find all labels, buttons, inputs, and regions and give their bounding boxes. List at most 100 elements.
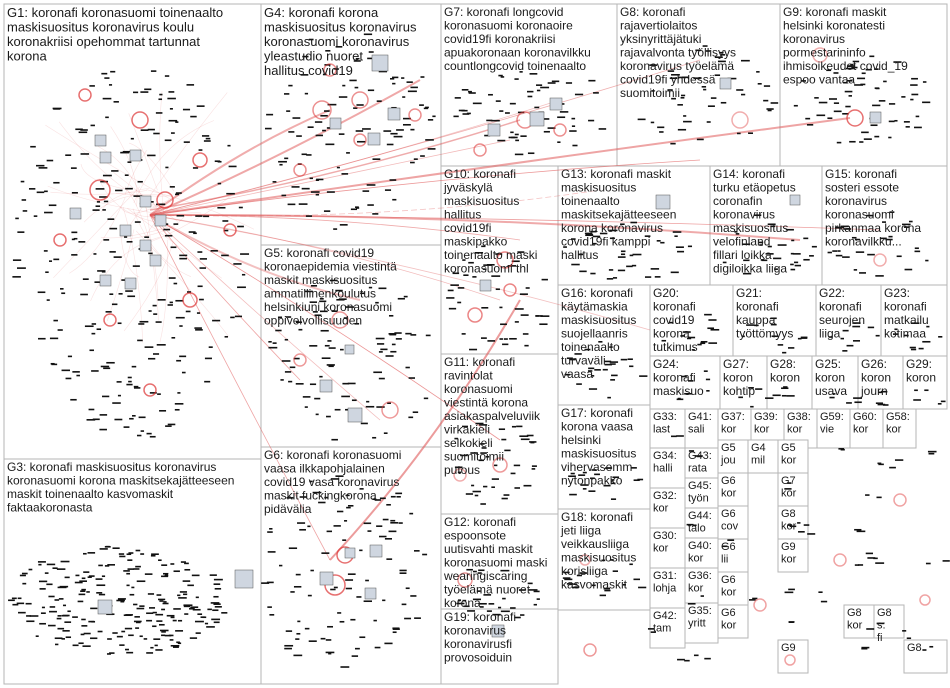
graph-node: [541, 278, 548, 281]
graph-node: [309, 345, 318, 347]
graph-node: [793, 104, 798, 107]
graph-node: [535, 315, 543, 317]
graph-node: [120, 600, 125, 603]
graph-node: [481, 245, 486, 248]
graph-node: [557, 116, 566, 119]
user-avatar: [869, 111, 882, 124]
graph-node: [328, 365, 334, 368]
graph-node: [81, 618, 86, 621]
graph-node: [622, 583, 626, 586]
graph-node: [328, 652, 332, 655]
graph-node: [661, 339, 667, 342]
graph-node: [857, 77, 866, 80]
graph-node: [478, 569, 485, 572]
cluster-label-g45: G45: työn: [688, 480, 712, 505]
graph-node: [401, 77, 405, 79]
graph-node: [129, 593, 135, 596]
graph-node: [915, 115, 920, 118]
graph-node: [847, 65, 856, 67]
graph-node: [809, 255, 814, 257]
graph-node: [450, 284, 459, 286]
cluster-g58: [882, 408, 917, 449]
graph-node: [224, 335, 228, 338]
graph-node: [656, 240, 661, 242]
graph-node: [104, 545, 111, 548]
graph-node: [275, 329, 282, 332]
graph-node: [875, 402, 883, 405]
graph-node: [99, 548, 108, 550]
graph-node: [620, 223, 625, 226]
graph-node: [355, 57, 360, 60]
graph-node: [77, 600, 84, 603]
graph-node: [681, 375, 687, 378]
graph-node: [755, 388, 763, 390]
graph-node: [65, 636, 72, 639]
cluster-label-g6d: G6 kor: [721, 574, 737, 599]
graph-node: [341, 173, 349, 175]
graph-edge: [149, 214, 381, 421]
graph-node: [198, 149, 203, 151]
graph-node: [519, 435, 529, 438]
graph-node: [366, 184, 376, 186]
graph-node: [175, 193, 180, 196]
graph-node: [149, 201, 154, 203]
graph-node: [403, 295, 408, 298]
graph-node: [140, 129, 149, 131]
graph-node: [681, 76, 689, 79]
graph-node: [325, 50, 331, 52]
graph-node: [173, 282, 178, 285]
graph-node: [36, 191, 45, 194]
graph-node: [605, 467, 613, 469]
graph-node: [199, 267, 207, 269]
graph-node: [833, 110, 842, 113]
graph-node: [124, 236, 128, 238]
graph-node: [786, 482, 792, 484]
graph-node: [18, 611, 26, 614]
graph-node: [471, 484, 475, 487]
graph-node: [120, 151, 130, 154]
graph-node: [152, 611, 157, 614]
graph-node: [703, 370, 708, 372]
graph-node: [74, 581, 83, 584]
graph-node: [305, 215, 313, 217]
graph-node: [650, 631, 656, 633]
graph-node: [448, 307, 457, 310]
graph-node: [865, 68, 872, 71]
graph-node: [307, 594, 312, 597]
graph-node: [492, 613, 501, 616]
graph-node: [520, 314, 529, 316]
graph-node: [324, 110, 330, 112]
graph-node: [213, 583, 221, 585]
graph-node: [797, 522, 801, 524]
graph-node: [298, 328, 303, 331]
graph-edge: [149, 117, 851, 216]
self-loop-ring: [323, 63, 337, 77]
graph-node: [573, 583, 578, 585]
graph-node: [11, 597, 17, 600]
graph-node: [310, 191, 320, 193]
graph-node: [525, 287, 530, 289]
graph-node: [520, 135, 527, 137]
graph-node: [301, 153, 307, 156]
cluster-label-g6b: G6 cov: [721, 508, 739, 533]
graph-node: [350, 208, 358, 211]
graph-node: [680, 96, 685, 99]
graph-node: [684, 392, 693, 395]
graph-node: [277, 316, 283, 319]
graph-edge: [149, 119, 521, 211]
cluster-g14: [709, 165, 823, 286]
graph-edge: [149, 214, 301, 381]
graph-edge: [149, 99, 561, 216]
graph-node: [223, 229, 229, 232]
graph-node: [331, 310, 338, 312]
graph-node: [193, 232, 197, 235]
graph-node: [456, 602, 465, 605]
graph-edge: [329, 299, 521, 561]
graph-node: [177, 594, 181, 597]
graph-node: [366, 400, 370, 403]
graph-node: [637, 478, 644, 481]
graph-node: [310, 285, 318, 287]
graph-node: [149, 392, 157, 394]
graph-node: [140, 430, 145, 432]
graph-node: [667, 89, 673, 91]
